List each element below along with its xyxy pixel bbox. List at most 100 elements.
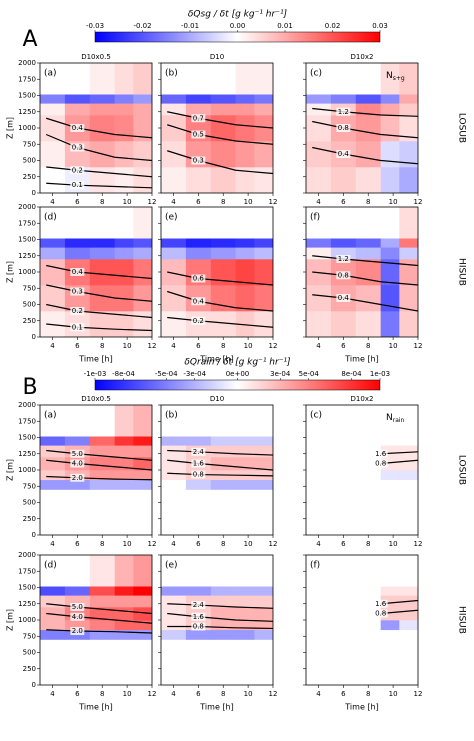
y-tick-label: 500 — [23, 499, 36, 507]
contour-label: 2.4 — [193, 601, 205, 609]
contour-label-bg — [191, 612, 206, 621]
heat-cell — [133, 238, 152, 248]
x-tick-label: 4 — [171, 198, 176, 206]
panel-label: (b) — [165, 69, 178, 79]
heat-cell — [355, 63, 381, 95]
colorbar-tick-label: -1e-03 — [84, 370, 107, 378]
contour-label: 0.2 — [72, 166, 83, 174]
contour-label-bg — [70, 603, 85, 611]
annotation-sub: rain — [393, 417, 405, 424]
heat-cell — [64, 103, 91, 116]
heat-cell — [235, 207, 255, 239]
contour-label: 1.2 — [338, 108, 349, 116]
heat-cell — [133, 247, 152, 260]
x-tick-label: 4 — [316, 690, 321, 698]
heat-cell — [40, 167, 66, 193]
heat-cell — [89, 586, 115, 596]
heat-cell — [399, 470, 418, 481]
annotation: Ns+g — [386, 71, 405, 82]
contour-label-bg — [373, 449, 388, 458]
heat-cell — [210, 247, 236, 260]
contour-label-bg — [336, 271, 351, 280]
heat-cell — [254, 436, 273, 446]
heat-cell — [210, 586, 236, 596]
x-axis-label: Time [h] — [344, 703, 378, 712]
contour-label-bg — [70, 287, 85, 296]
contour-label-bg — [336, 107, 351, 116]
heat-cell — [185, 405, 212, 437]
heat-cell — [380, 207, 400, 239]
heat-cell — [114, 285, 134, 312]
contour-label: 1.6 — [375, 450, 387, 458]
contour-label-bg — [191, 156, 206, 165]
x-tick-label: 8 — [221, 198, 225, 206]
heat-cell — [40, 259, 66, 286]
heat-cell — [330, 445, 357, 458]
heat-cell — [133, 629, 152, 640]
heat-cell — [380, 63, 400, 95]
heat-cell — [64, 405, 91, 437]
heat-cell — [330, 586, 357, 596]
heat-cell — [114, 94, 134, 104]
contour-label: 4.0 — [72, 613, 83, 621]
heat-cell — [185, 639, 212, 685]
contour-label-bg — [191, 470, 206, 479]
heat-cell — [355, 470, 381, 481]
heat-cell — [185, 167, 212, 193]
heat-cell — [133, 285, 152, 312]
x-tick-label: 6 — [341, 540, 346, 548]
row-label: HISUB — [457, 258, 467, 286]
heat-cell — [380, 311, 400, 337]
heat-cell — [380, 620, 400, 631]
colorbar-title: δQsg / δt [g kg⁻¹ hr⁻¹] — [188, 10, 288, 20]
heat-cell — [210, 167, 236, 193]
colorbar — [94, 379, 381, 391]
panel: 0.8 1.6 2.4 — [161, 555, 273, 685]
heat-cell — [330, 436, 357, 446]
contour-label-bg — [191, 274, 206, 283]
heat-cell — [161, 470, 187, 481]
heat-cell — [399, 207, 418, 239]
heat-cell — [330, 489, 357, 535]
heat-cell — [161, 167, 187, 193]
heat-cell — [380, 489, 400, 535]
heat-cell — [306, 247, 332, 260]
contour-label-bg — [191, 601, 206, 610]
y-tick-label: 1000 — [18, 268, 36, 276]
heat-cell — [355, 207, 381, 239]
heat-cell — [210, 489, 236, 535]
heat-cell — [114, 141, 134, 168]
heat-cell — [40, 94, 66, 104]
contour — [167, 111, 273, 129]
heat-cell — [254, 63, 273, 95]
heat-cell — [235, 629, 255, 640]
contour-label-bg — [191, 447, 206, 456]
heat-cell — [114, 470, 134, 481]
heat-cell — [185, 63, 212, 95]
heat-cell — [185, 207, 212, 239]
x-axis-label: Time [h] — [199, 355, 233, 364]
heat-cell — [355, 639, 381, 685]
y-tick-label: 2000 — [18, 203, 36, 211]
heat-cell — [40, 141, 66, 168]
heat-cell — [40, 629, 66, 640]
contour-label-bg — [336, 255, 351, 263]
heat-cell — [355, 489, 381, 535]
heat-cell — [254, 207, 273, 239]
contour-label-bg — [191, 316, 206, 325]
row-label: HISUB — [457, 606, 467, 634]
contour — [167, 472, 273, 477]
x-tick-label: 8 — [221, 540, 225, 548]
heat-cell — [89, 629, 115, 640]
heat-cell — [306, 470, 332, 481]
heat-cell — [161, 586, 187, 596]
heat-cell — [133, 207, 152, 239]
panel: 0.3 0.5 0.7 — [161, 63, 273, 193]
panel: 2.0 4.0 5.0 — [40, 405, 152, 535]
x-tick-label: 6 — [196, 342, 201, 350]
heat-cell — [40, 470, 66, 481]
colorbar-tick-label: 0e+00 — [226, 370, 250, 378]
panel-label: (c) — [310, 411, 322, 421]
heat-cell — [330, 555, 357, 587]
heat-cell — [161, 629, 187, 640]
